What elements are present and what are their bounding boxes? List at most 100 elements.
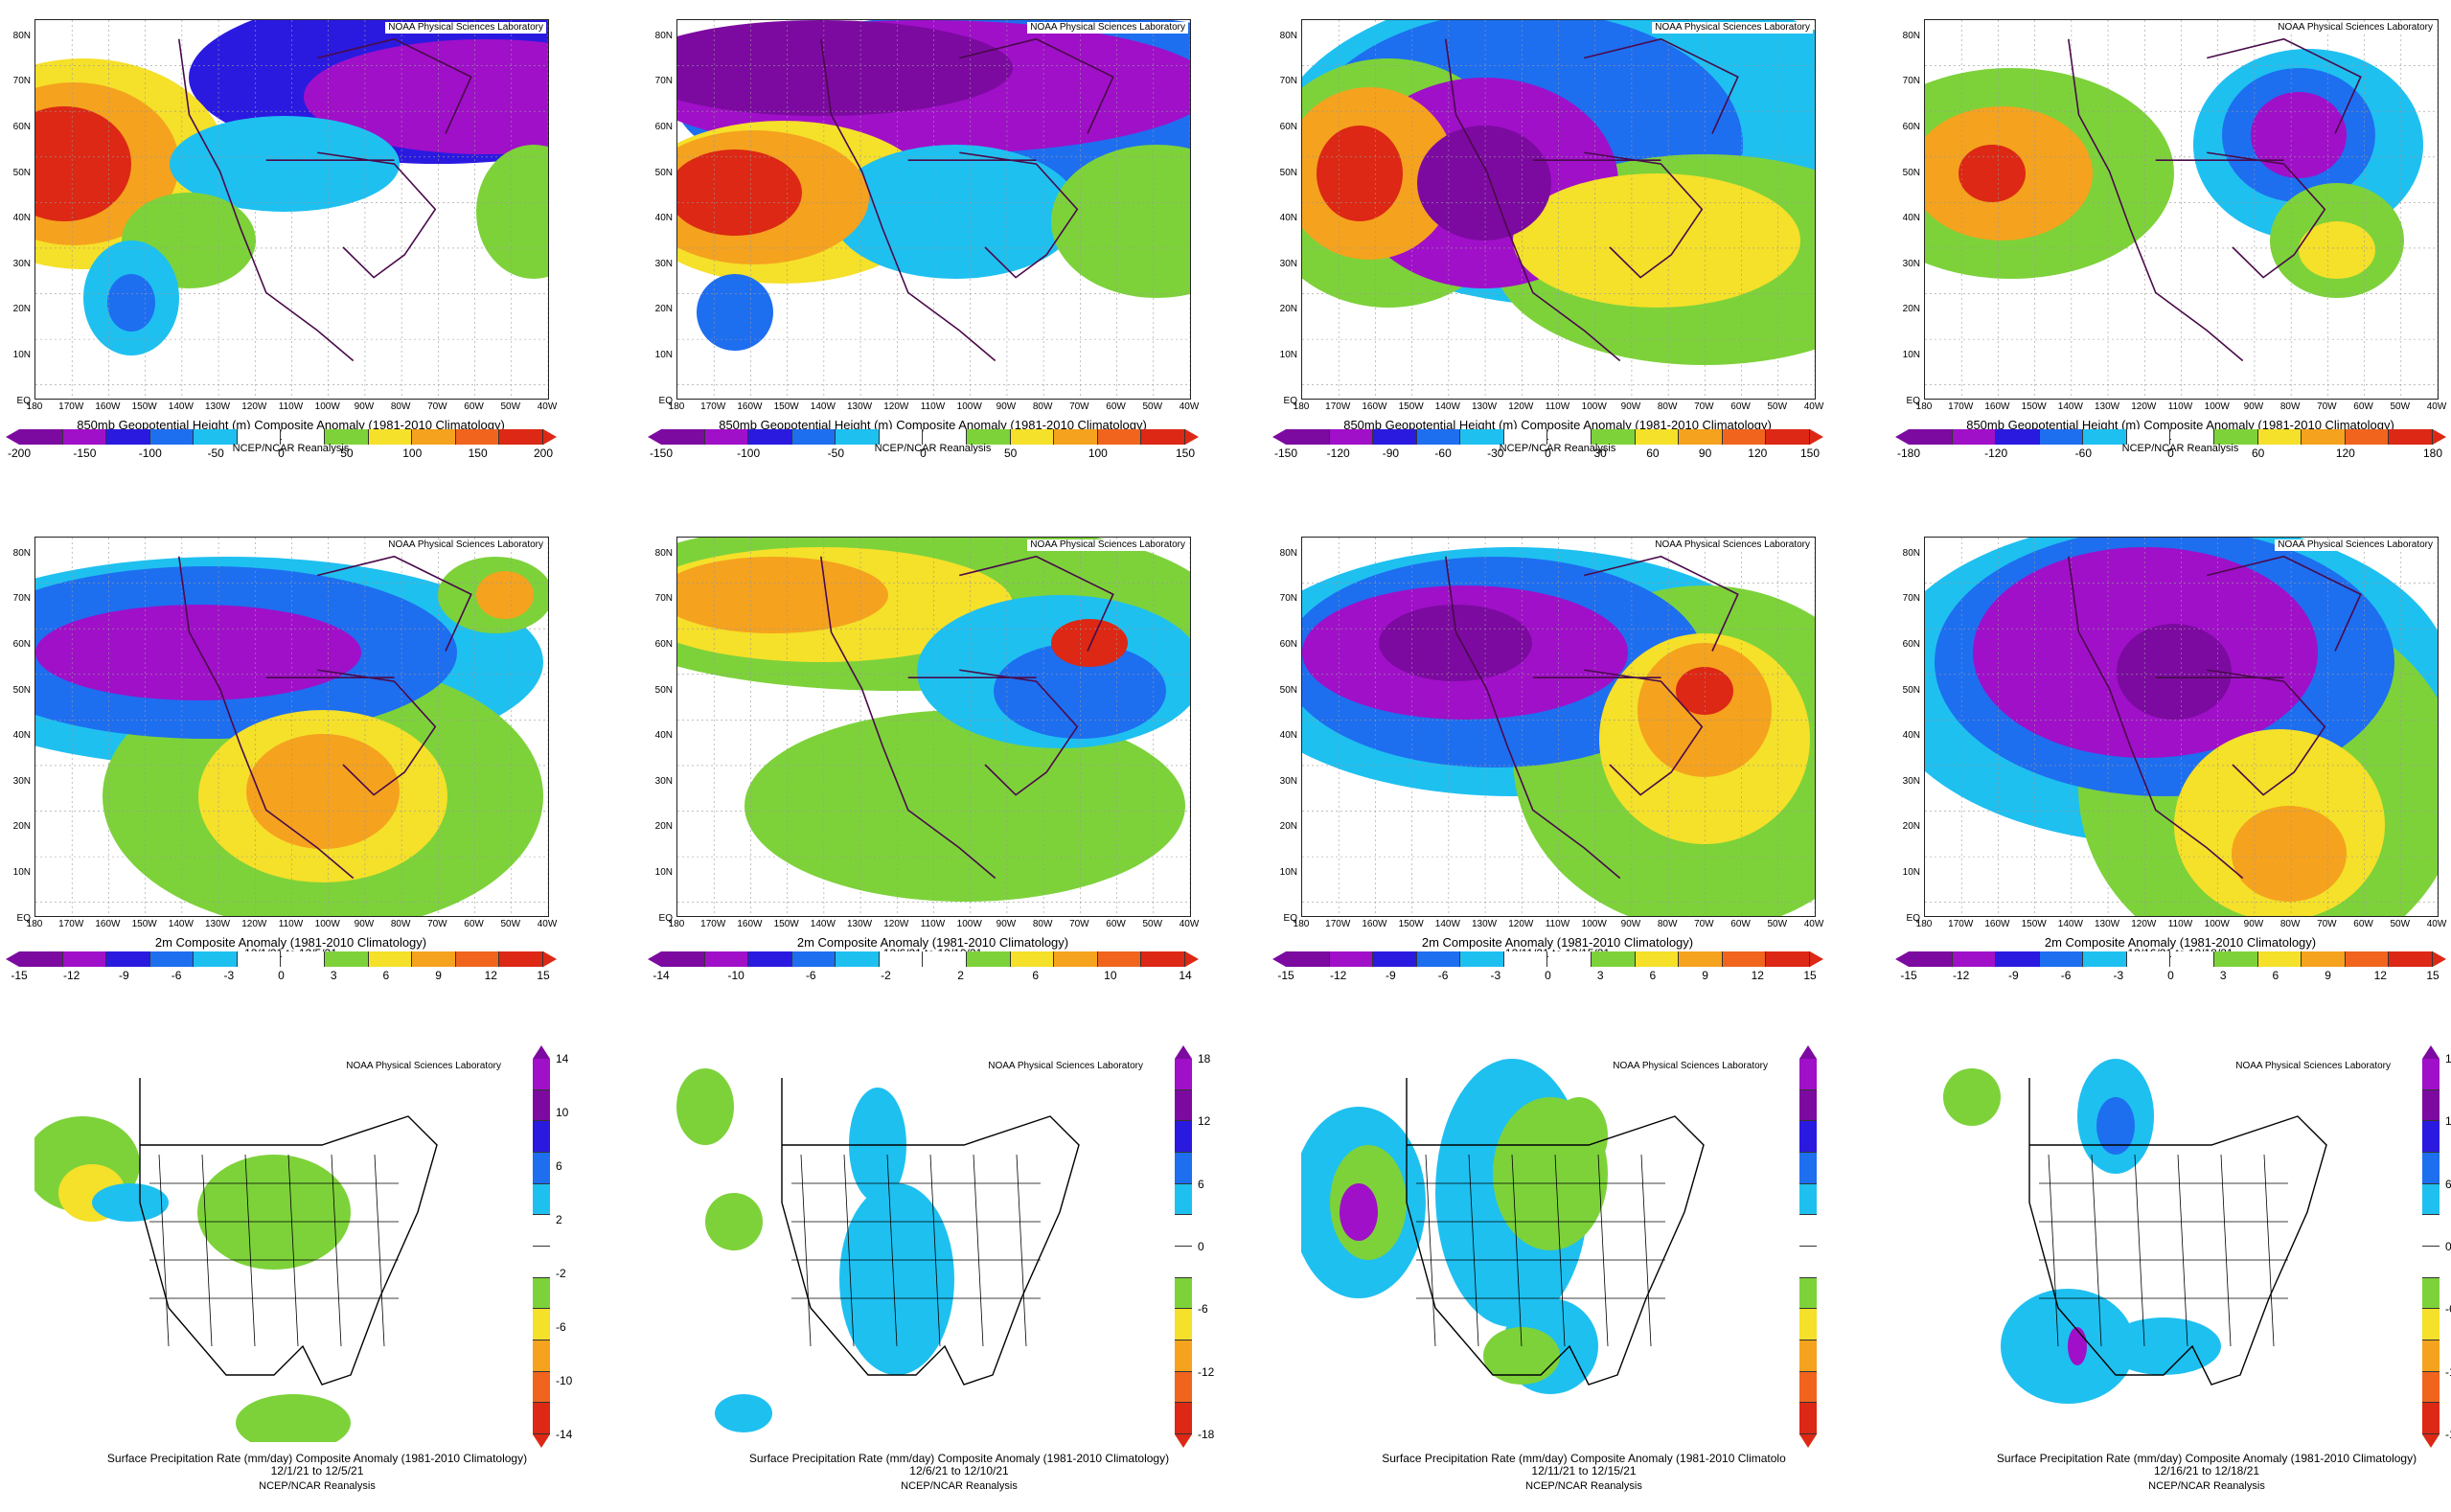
graticule [35,20,548,399]
colorbar-segment [2389,429,2433,445]
colorbar: -15 -12 -9 -6 -3 0 3 6 9 12 15 [1272,951,1823,990]
latitude-label: 60N [654,122,673,133]
colorbar-segment [2422,1153,2440,1184]
latitude-label: 60N [12,122,31,133]
colorbar-tick-label: 9 [2325,969,2331,982]
colorbar-tick-label: -150 [649,447,674,460]
colorbar-segment [1010,429,1055,445]
colorbar-segment [149,951,195,967]
longitude-label: 70W [1069,401,1089,412]
colorbar-segment [412,429,456,445]
longitude-label: 60W [1106,919,1126,929]
colorbar-segment [1175,1089,1192,1122]
colorbar-segment [879,429,924,445]
colorbar-tick-label: -18 [2445,1428,2451,1441]
longitude-label: 140W [168,401,194,412]
colorbar: -180 -120 -60 0 60 120 180 [1895,429,2446,468]
reanalysis-label: NCEP/NCAR Reanalysis [232,443,350,454]
longitude-label: 140W [168,919,194,929]
panel-r2-c1: NOAA Physical Sciences Laboratory 18 12 6 0 -… [676,1045,1242,1509]
colorbar-segment [194,951,238,967]
precip-colorbar: 14 10 6 2 -2 -6 -10 -14 [533,1045,590,1448]
colorbar-segment [325,951,369,967]
colorbar-tick-label: -2 [881,969,891,982]
colorbar-segment [2083,951,2127,967]
colorbar-segment [2302,429,2346,445]
colorbar-segment [704,429,749,445]
coastline [820,37,1114,362]
colorbar-segment [2214,429,2258,445]
longitude-label: 60W [1730,919,1751,929]
longitude-label: 110W [920,919,946,929]
latitude-label: 10N [654,867,673,879]
colorbar-arrow-right [1810,951,1823,967]
longitude-label: 60W [464,401,484,412]
colorbar-segment [2422,1215,2440,1247]
colorbar-arrow-left [1895,951,1909,967]
colorbar-segment [1547,429,1592,445]
anomaly-contour [994,643,1166,739]
colorbar-tick-label: -100 [138,447,162,460]
colorbar-segment [533,1215,550,1247]
colorbar-segment [106,429,150,445]
colorbar-segment [1722,429,1767,445]
longitude-label: 100W [314,401,340,412]
panel-title: 2m Composite Anomaly (1981-2010 Climatol… [796,935,1069,950]
latitude-label: 20N [1902,821,1920,833]
colorbar-segment [1175,1153,1192,1184]
anomaly-contour [35,106,131,221]
colorbar-tick-label: -10 [556,1374,573,1387]
colorbar-tick-label: 18 [2445,1052,2451,1065]
colorbar-arrow-left [648,429,661,445]
colorbar-segment [1503,951,1548,967]
colorbar-segment [455,429,500,445]
colorbar-tick-label: 2 [556,1213,562,1226]
longitude-label: 160W [1984,919,2010,929]
colorbar-tick-label: 0 [920,447,927,460]
reanalysis-label: NCEP/NCAR Reanalysis [259,1480,376,1492]
coastline [2028,1078,2327,1386]
latitude-label: 80N [12,30,31,41]
longitude-label: 70W [2317,919,2337,929]
longitude-label: 70W [427,401,447,412]
coastline [178,555,472,880]
longitude-label: 130W [847,401,873,412]
colorbar-tick-label: 100 [402,447,423,460]
precip-colorbar: 18 12 6 0 -6 -12 -18 [2422,1045,2451,1448]
colorbar-segment [704,951,749,967]
colorbar-arrow-left [6,951,19,967]
colorbar-segment [2422,1183,2440,1216]
coastline [1406,1078,1705,1386]
colorbar-tick-label: -3 [1490,969,1501,982]
colorbar-segment [1141,429,1185,445]
colorbar-segment [1952,429,1997,445]
colorbar-tick-label: 120 [2335,447,2355,460]
latitude-label: 30N [12,258,31,269]
colorbar-segment [1799,1089,1817,1122]
colorbar-tick-label: -9 [119,969,129,982]
longitude-label: 170W [1948,401,1974,412]
colorbar-tick-label: 9 [435,969,442,982]
latitude-label: 80N [654,547,673,559]
longitude-label: 130W [2095,919,2120,929]
longitude-label: 120W [2131,919,2157,929]
anomaly-contour [476,571,534,619]
longitude-label: 80W [1657,919,1678,929]
longitude-label: 110W [2167,401,2193,412]
colorbar-segment [1329,429,1374,445]
longitude-label: 120W [2131,401,2157,412]
colorbar-arrow-top [2422,1045,2440,1059]
longitude-label: 160W [737,919,763,929]
colorbar-tick-label: -90 [1382,447,1400,460]
colorbar-segment [791,429,836,445]
colorbar-segment [533,1340,550,1372]
graticule [35,538,548,916]
longitude-label: 180 [26,919,43,929]
colorbar-segment [1799,1247,1817,1278]
colorbar-segment [1503,429,1548,445]
latitude-label: 80N [654,30,673,41]
colorbar-segment [1909,951,1953,967]
longitude-label: 160W [1984,401,2010,412]
colorbar-tick-label: -60 [2074,447,2092,460]
panel-title: 2m Composite Anomaly (1981-2010 Climatol… [1421,935,1694,950]
